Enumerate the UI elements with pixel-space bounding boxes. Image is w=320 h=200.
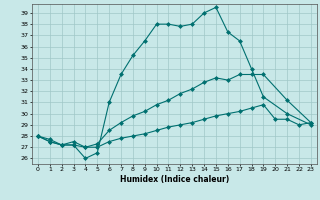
X-axis label: Humidex (Indice chaleur): Humidex (Indice chaleur) — [120, 175, 229, 184]
